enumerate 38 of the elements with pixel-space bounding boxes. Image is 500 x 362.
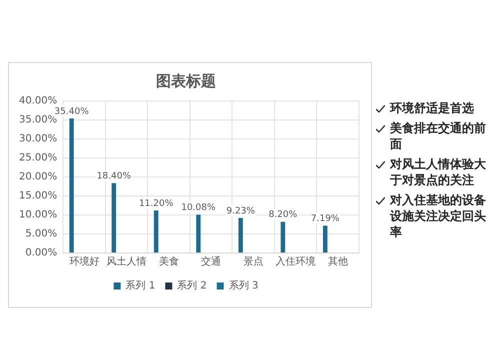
data-label: 8.20% bbox=[268, 210, 298, 220]
x-tick-label: 美食 bbox=[158, 256, 179, 268]
data-label: 18.40% bbox=[96, 171, 132, 182]
y-tick-label: 5.00% bbox=[25, 228, 58, 240]
bar bbox=[196, 214, 201, 252]
x-tick-label: 景点 bbox=[243, 256, 264, 268]
y-tick-label: 15.00% bbox=[18, 190, 58, 202]
legend-label: 系列 1 bbox=[126, 280, 156, 292]
y-tick-label: 35.00% bbox=[18, 114, 58, 126]
x-tick-label: 环境好 bbox=[69, 256, 100, 268]
x-tick-label: 其他 bbox=[328, 256, 348, 268]
x-tick-label: 风土人情 bbox=[106, 256, 147, 268]
text: 对入住基地的设备设施关注决定回头率 bbox=[390, 192, 487, 240]
y-tick-label: 10.00% bbox=[18, 210, 58, 221]
text: 环境舒适是首选 bbox=[390, 100, 474, 116]
y-tick-label: 30.00% bbox=[18, 134, 58, 145]
legend-label: 系列 3 bbox=[228, 280, 258, 292]
bar bbox=[322, 226, 328, 252]
data-label: 11.20% bbox=[138, 198, 174, 209]
bar bbox=[112, 183, 116, 252]
data-label: 10.08% bbox=[181, 203, 216, 214]
bar bbox=[154, 210, 158, 252]
text: 对风土人情体验大于对景点的关注 bbox=[390, 156, 487, 188]
bar bbox=[238, 218, 243, 252]
bar bbox=[69, 118, 74, 252]
data-label: 7.19% bbox=[310, 214, 340, 224]
text: 美食排在交通的前面 bbox=[390, 120, 487, 152]
y-tick-label: 25.00% bbox=[18, 152, 58, 164]
data-label: 35.40% bbox=[54, 106, 90, 117]
y-tick-label: 20.00% bbox=[18, 172, 58, 183]
chart-title: 图表标题 bbox=[156, 72, 216, 90]
x-tick-label: 入住环境 bbox=[276, 256, 316, 268]
y-tick-label: 0.00% bbox=[25, 248, 58, 259]
y-tick-label: 40.00% bbox=[18, 96, 58, 107]
data-label: 9.23% bbox=[226, 206, 256, 216]
x-tick-label: 交通 bbox=[201, 256, 222, 268]
bar bbox=[280, 222, 286, 252]
legend-label: 系列 2 bbox=[177, 280, 207, 292]
